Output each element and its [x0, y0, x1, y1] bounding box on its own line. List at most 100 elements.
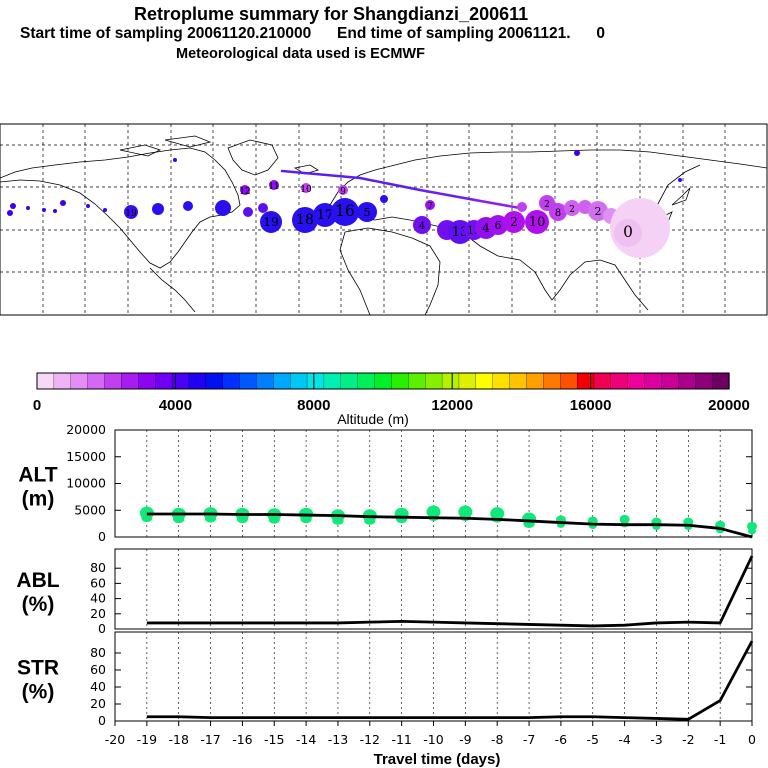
colorbar-cell	[593, 372, 612, 390]
x-tick-label: -5	[587, 732, 599, 747]
plume-marker-label: 8	[555, 208, 561, 219]
plume-marker-label: 17	[317, 208, 334, 223]
x-tick-label: -6	[555, 732, 568, 747]
colorbar-cell	[644, 372, 663, 390]
colorbar-tick-label: 8000	[297, 397, 330, 414]
colorbar-cell	[154, 372, 173, 390]
colorbar-cell	[661, 372, 680, 390]
y-tick-label: 40	[90, 591, 106, 606]
coastlines	[0, 135, 768, 316]
y-tick-label: 20	[90, 606, 106, 621]
x-tick-label: -9	[459, 732, 472, 747]
colorbar-cell	[306, 372, 325, 390]
colorbar-cell	[87, 372, 106, 390]
y-tick-label: 20000	[66, 422, 106, 437]
plume-marker-label: 4	[419, 221, 425, 232]
colorbar-cell	[475, 372, 494, 390]
altitude-point	[332, 516, 344, 525]
plume-marker-label: 10	[529, 215, 546, 230]
panel-unit: (%)	[22, 593, 55, 616]
plume-marker	[380, 195, 388, 203]
colorbar-axis-label: Altitude (m)	[337, 411, 409, 427]
plume-marker	[53, 209, 57, 213]
plume-marker	[517, 202, 527, 212]
panel-unit: (%)	[22, 681, 55, 704]
plume-marker	[338, 185, 348, 195]
x-tick-label: -13	[328, 732, 348, 747]
plume-marker	[183, 201, 193, 211]
plume-marker	[413, 216, 431, 234]
plume-marker	[240, 185, 250, 195]
plume-marker	[503, 211, 525, 233]
x-tick-label: -11	[391, 732, 411, 747]
colorbar-tick-label: 0	[33, 397, 41, 414]
panel-label: ABL	[16, 569, 59, 592]
x-tick-label: -15	[264, 732, 284, 747]
altitude-point	[747, 521, 757, 531]
plume-marker	[425, 200, 435, 210]
panel-label: ALT	[18, 464, 57, 487]
sampling-period: Start time of sampling 20061120.210000 E…	[20, 25, 605, 42]
x-tick-label: -17	[200, 732, 220, 747]
plume-track-segment	[358, 176, 422, 192]
colorbar-cell	[509, 372, 528, 390]
plume-marker	[60, 200, 66, 206]
x-axis: -20 -19 -18 -17 -16 -15 -14 -13 -12 -11 -10 -9 -8 -7-…	[105, 721, 756, 747]
y-tick-label: 40	[90, 679, 106, 694]
y-tick-label: 0	[98, 713, 106, 728]
x-tick-label: -8	[491, 732, 504, 747]
map-graticule	[0, 124, 767, 315]
plume-marker-label: 7	[427, 202, 433, 212]
colorbar-cell	[526, 372, 544, 390]
plume-marker	[10, 203, 16, 209]
colorbar-cell	[610, 372, 629, 390]
plume-marker	[152, 203, 164, 215]
time-series-panels: 20000150001000050000ALT(m)806040200ABL(%…	[16, 422, 757, 747]
y-tick-label: 5000	[74, 502, 106, 517]
panel-str: 80 60 40 20 0 STR(%)	[17, 631, 754, 728]
plume-marker	[549, 203, 567, 221]
colorbar-cell	[627, 372, 646, 390]
plume-marker-label: 2	[510, 215, 518, 229]
plume-marker-label: 16	[335, 202, 355, 220]
colorbar-cell	[171, 372, 190, 390]
panel-unit: (m)	[22, 488, 55, 511]
colorbar-cell	[678, 372, 696, 390]
plume-marker-label: 19	[263, 215, 278, 229]
colorbar-cell	[256, 372, 274, 390]
y-tick-label: 20	[90, 696, 106, 711]
plume-track-segment	[473, 198, 522, 210]
plume-marker-label: 2	[569, 205, 575, 215]
colorbar-cell	[576, 372, 595, 390]
colorbar-cell	[560, 372, 578, 390]
x-tick-label: -2	[682, 732, 694, 747]
plume-marker-label: 18	[296, 212, 314, 228]
x-tick-label: -20	[105, 732, 125, 747]
colorbar-cell	[391, 372, 409, 390]
panel-alt: 20000 15000 10000 5000 0 ALT(m)	[18, 422, 757, 544]
plume-marker-label: 5	[364, 206, 371, 219]
colorbar-cell	[290, 372, 308, 390]
plume-marker	[525, 210, 549, 234]
altitude-point	[619, 514, 630, 524]
plume-marker	[26, 206, 30, 210]
altitude-point	[141, 513, 153, 523]
x-tick-label: -4	[618, 732, 631, 747]
plume-marker	[331, 198, 359, 226]
colorbar-cell	[273, 372, 291, 390]
colorbar-cell	[408, 372, 426, 390]
colorbar-cell	[340, 372, 359, 390]
altitude-point	[268, 515, 280, 524]
y-tick-label: 60	[90, 575, 106, 590]
plume-marker	[103, 208, 107, 212]
colorbar-cell	[104, 372, 123, 390]
plume-track-segment	[418, 188, 477, 202]
plume-marker-label: 2	[544, 200, 550, 210]
colorbar-tick-label: 20000	[708, 397, 750, 414]
y-tick-label: 80	[90, 645, 106, 660]
colorbar-cell	[239, 372, 258, 390]
plume-marker	[7, 210, 13, 216]
plume-marker-label: 4	[482, 221, 490, 235]
x-tick-label: -16	[232, 732, 252, 747]
